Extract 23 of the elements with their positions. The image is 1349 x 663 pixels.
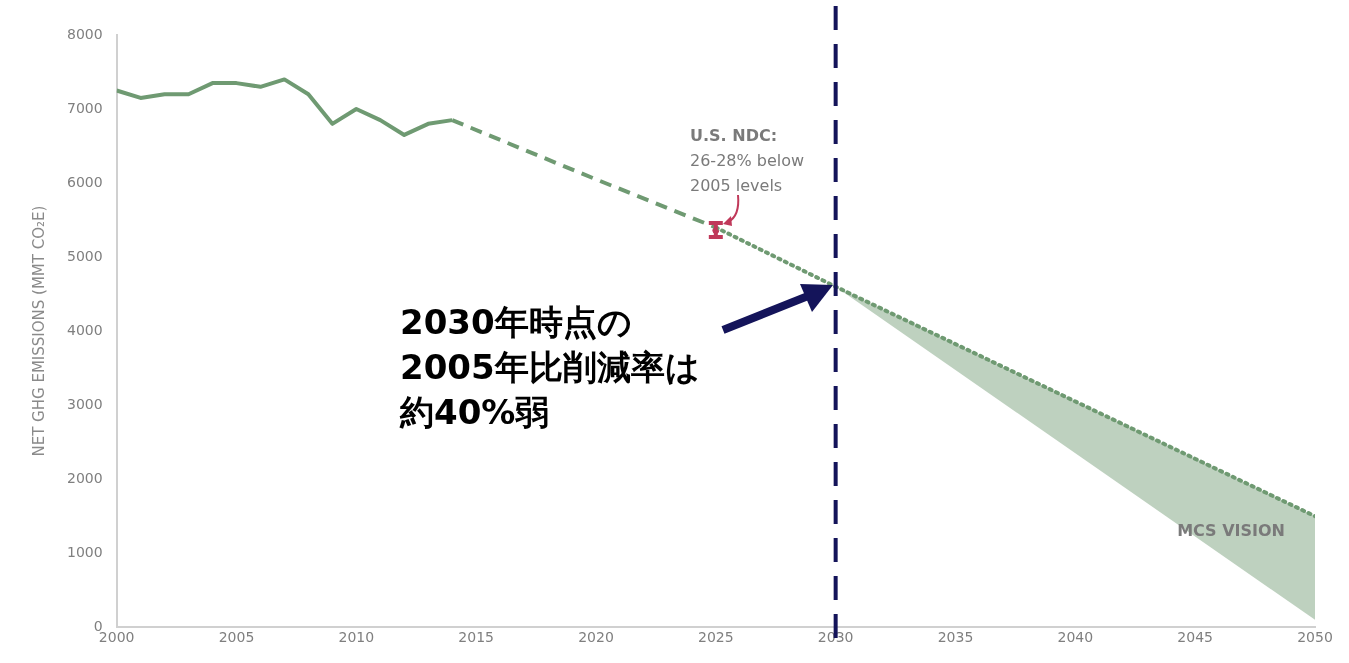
x-tick-label: 2010 <box>338 629 375 646</box>
x-tick-label: 2045 <box>1177 629 1213 646</box>
y-tick-label: 2000 <box>66 469 103 486</box>
x-tick-label: 2015 <box>458 629 494 646</box>
x-tick-label: 2050 <box>1297 629 1333 646</box>
annotation: 約40%弱 <box>399 391 550 432</box>
x-tick-label: 2040 <box>1057 629 1094 646</box>
x-tick-label: 2030 <box>817 629 854 646</box>
x-tick-label: 2025 <box>697 629 734 646</box>
y-tick-label: 5000 <box>66 247 103 264</box>
y-tick-label: 6000 <box>66 173 103 190</box>
y-tick-label: 4000 <box>66 321 103 338</box>
y-axis-title: NET GHG EMISSIONS (MMT CO₂E) <box>29 205 48 457</box>
annotation: 2030年時点の <box>400 301 632 342</box>
y-tick-label: 3000 <box>66 395 103 412</box>
annotation: U.S. NDC: 26-28% below 2005 levels <box>690 126 805 196</box>
y-tick-label: 1000 <box>66 543 103 560</box>
x-tick-label: 2005 <box>218 629 255 646</box>
annotation: 2005年比削減率は <box>400 346 700 387</box>
x-tick-label: 2035 <box>937 629 974 646</box>
x-tick-label: 2020 <box>578 629 614 646</box>
y-tick-label: 8000 <box>66 25 103 42</box>
y-tick-label: 7000 <box>66 99 103 116</box>
